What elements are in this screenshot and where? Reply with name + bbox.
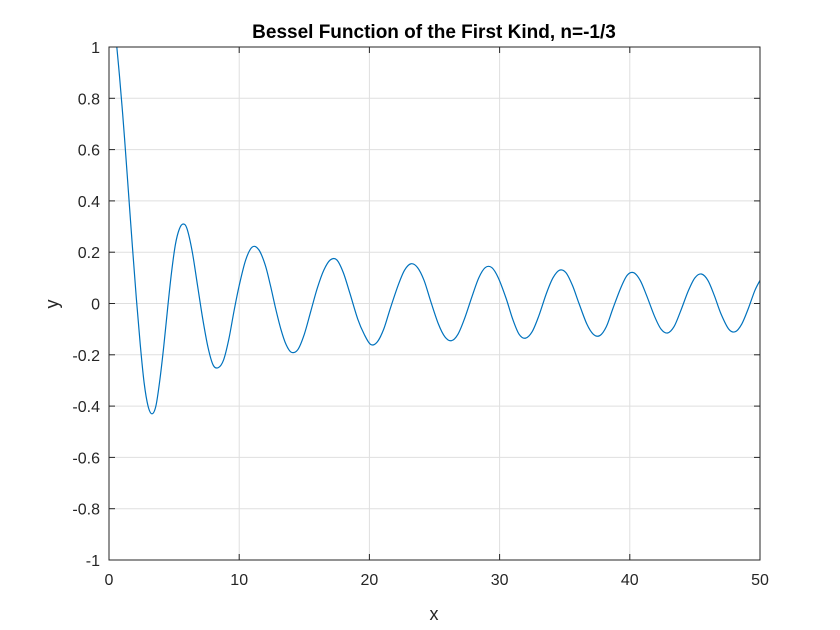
y-axis-label: y	[42, 300, 62, 309]
y-tick-label: 0.6	[78, 143, 100, 160]
series-layer	[116, 46, 761, 415]
x-tick-label: 50	[751, 572, 769, 589]
series-line	[116, 46, 761, 415]
y-tick-label: 0.2	[78, 245, 100, 262]
x-tick-label: 10	[230, 572, 248, 589]
x-tick-label: 40	[621, 572, 639, 589]
x-tick-label: 20	[361, 572, 379, 589]
ticks: 0 10 20 30 40 50 -1 -0.8 -0.6 -0.4 -0.2 0 0.2 0.4 0.6 0…	[72, 40, 769, 589]
y-tick-label: -0.4	[72, 399, 100, 416]
x-axis-label: x	[430, 604, 439, 624]
y-tick-label: 0	[91, 297, 100, 314]
y-tick-label: 1	[91, 40, 100, 57]
grid	[109, 47, 760, 560]
y-tick-label: -0.8	[72, 502, 100, 519]
x-tick-label: 0	[105, 572, 114, 589]
y-tick-label: 0.8	[78, 91, 100, 108]
y-tick-label: -1	[86, 553, 100, 570]
y-tick-label: -0.2	[72, 348, 100, 365]
y-tick-label: -0.6	[72, 450, 100, 467]
x-tick-label: 30	[491, 572, 509, 589]
chart-title: Bessel Function of the First Kind, n=-1/…	[252, 22, 616, 43]
y-tick-label: 0.4	[78, 194, 100, 211]
